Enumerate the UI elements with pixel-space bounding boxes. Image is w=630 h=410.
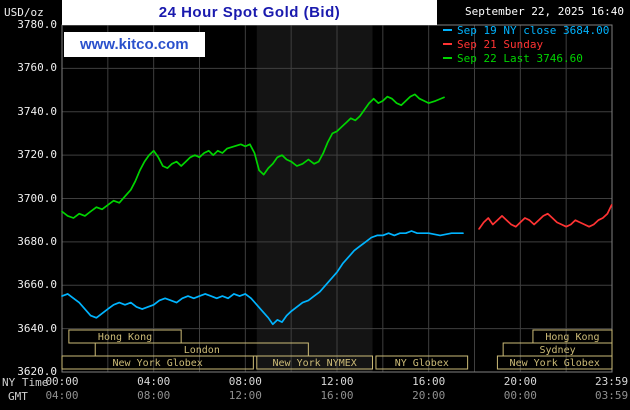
gmt-tick-label: 04:00 xyxy=(45,389,79,402)
ny-tick-label: 12:00 xyxy=(320,375,354,388)
gmt-tick-label: 08:00 xyxy=(137,389,171,402)
y-tick-label: 3740.0 xyxy=(17,104,57,118)
ny-tick-label: 20:00 xyxy=(503,375,537,388)
session-label: NY Globex xyxy=(395,358,449,369)
plot-border xyxy=(61,24,613,373)
page-title: 24 Hour Spot Gold (Bid) xyxy=(158,4,341,21)
gmt-tick-label: 12:00 xyxy=(228,389,262,402)
ny-tick-label: 04:00 xyxy=(137,375,171,388)
legend-item: Sep 22 Last 3746.60 xyxy=(443,51,609,65)
legend-swatch xyxy=(443,57,452,59)
y-tick-label: 3760.0 xyxy=(17,61,57,75)
title-strip: 24 Hour Spot Gold (Bid) xyxy=(62,0,437,25)
session-label: New York Globex xyxy=(510,358,600,369)
ny-tick-label: 16:00 xyxy=(412,375,446,388)
session-label: London xyxy=(184,345,220,356)
y-tick-label: 3720.0 xyxy=(17,148,57,162)
ny-time-axis-label: NY Time xyxy=(2,376,49,389)
legend-swatch xyxy=(443,29,452,31)
gmt-axis-label: GMT xyxy=(8,390,28,403)
legend-label: Sep 19 NY close 3684.00 xyxy=(457,23,610,37)
session-box xyxy=(61,355,254,370)
session-label: Hong Kong xyxy=(545,332,599,343)
session-box xyxy=(375,355,469,370)
series-line-sep22 xyxy=(61,93,445,219)
series-line-sep21 xyxy=(478,204,613,230)
kitco-watermark-link[interactable]: www.kitco.com xyxy=(64,32,205,57)
legend-item: Sep 19 NY close 3684.00 xyxy=(443,23,609,37)
y-tick-label: 3660.0 xyxy=(17,278,57,292)
legend-label: Sep 21 Sunday xyxy=(457,37,544,51)
session-label: New York Globex xyxy=(113,358,203,369)
ny-tick-label: 23:59 xyxy=(595,375,629,388)
legend: Sep 19 NY close 3684.00 Sep 21 Sunday Sep … xyxy=(443,23,609,65)
gmt-tick-label: 03:59 xyxy=(595,389,629,402)
y-tick-label: 3680.0 xyxy=(17,234,57,248)
y-tick-label: 3620.0 xyxy=(17,365,57,378)
session-label: Hong Kong xyxy=(98,332,152,343)
chart-datetime: September 22, 2025 16:40 xyxy=(465,5,624,18)
y-axis-units-label: USD/oz xyxy=(4,6,44,19)
ny-tick-label: 00:00 xyxy=(45,375,79,388)
legend-swatch xyxy=(443,43,452,45)
series-line-sep19 xyxy=(61,230,464,326)
gmt-tick-label: 20:00 xyxy=(412,389,446,402)
y-tick-label: 3780.0 xyxy=(17,18,57,31)
gmt-tick-label: 16:00 xyxy=(320,389,354,402)
session-label: Sydney xyxy=(540,345,576,356)
ny-tick-label: 08:00 xyxy=(228,375,262,388)
session-label: New York NYMEX xyxy=(273,358,357,369)
legend-label: Sep 22 Last 3746.60 xyxy=(457,51,583,65)
gmt-tick-label: 00:00 xyxy=(503,389,537,402)
legend-item: Sep 21 Sunday xyxy=(443,37,609,51)
y-tick-label: 3640.0 xyxy=(17,321,57,335)
session-box xyxy=(496,355,613,370)
y-tick-label: 3700.0 xyxy=(17,191,57,205)
session-box xyxy=(256,355,374,370)
